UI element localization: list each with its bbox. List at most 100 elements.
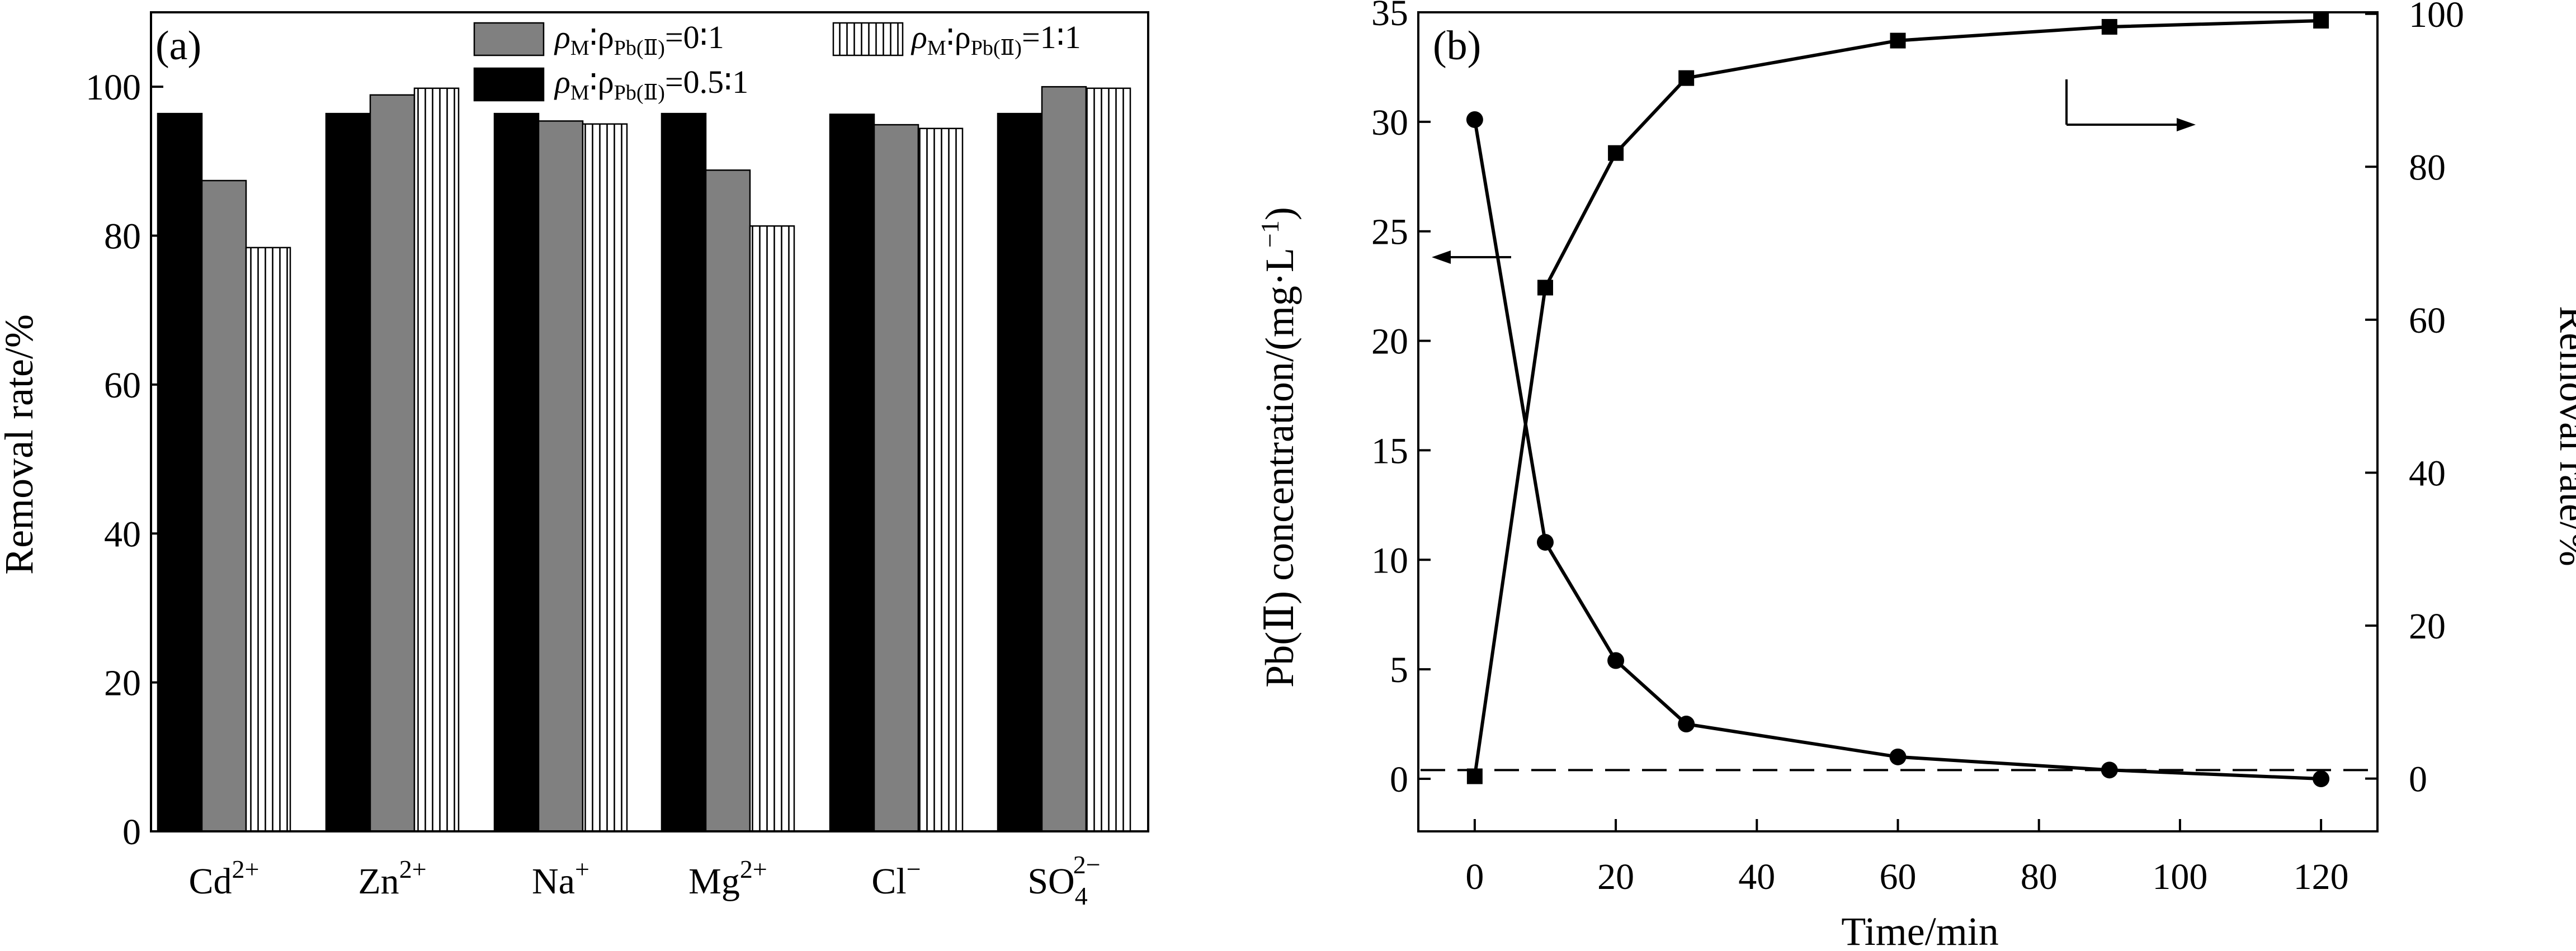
y-tick-label: 60 <box>104 365 141 406</box>
legend-value: =0∶1 <box>665 19 724 55</box>
data-point <box>1889 748 1907 765</box>
data-point <box>1466 768 1483 784</box>
y-right-tick-label: 80 <box>2409 147 2446 188</box>
panel-label: (a) <box>155 23 201 69</box>
y-right-tick-label: 0 <box>2409 759 2427 800</box>
y-right-tick-label: 40 <box>2409 453 2446 494</box>
y-left-tick-label: 5 <box>1390 650 1408 690</box>
x-tick-label: 0 <box>1465 857 1484 897</box>
category-sup: + <box>575 855 589 883</box>
y-tick-label: 40 <box>104 514 141 555</box>
category-sup: 2+ <box>399 855 427 883</box>
y-right-tick-label: 100 <box>2409 0 2464 35</box>
y-left-tick-label: 15 <box>1371 430 1408 471</box>
bar-group <box>157 86 1131 832</box>
y-axis-title: Removal rate/% <box>0 314 41 575</box>
series-line <box>1473 19 2322 777</box>
data-point <box>1536 533 1554 551</box>
right-axis-arrow-head <box>2177 118 2196 131</box>
legend-value: =1∶1 <box>1022 19 1081 55</box>
y-left-tick-label: 10 <box>1371 540 1408 581</box>
plot-frame <box>1417 11 2379 832</box>
legend-sub: M <box>927 36 946 60</box>
data-point <box>1678 70 1695 86</box>
axis-ticks: 0 20 40 60 80 100 120 0 5 10 15 20 25 30 35 0 20 40 60 80 10… <box>1371 0 2464 897</box>
legend-swatch <box>473 22 545 56</box>
x-tick-label: 120 <box>2294 857 2349 897</box>
bar <box>997 112 1043 832</box>
bar <box>917 127 964 832</box>
data-point <box>1890 32 1906 49</box>
bar <box>245 247 291 832</box>
x-tick-label: Cl− <box>871 855 921 902</box>
category-base: SO <box>1027 861 1074 902</box>
legend-ratio: ∶ρ <box>946 19 971 55</box>
x-tick-label: Zn2+ <box>358 855 426 902</box>
axes-frame <box>150 11 1149 832</box>
y-left-tick-label: 35 <box>1371 0 1408 34</box>
x-tick-label: 100 <box>2152 857 2207 897</box>
legend-swatch <box>473 67 545 102</box>
panel-b-line-chart: 0 20 40 60 80 100 120 0 5 10 15 20 25 30 35 0 20 40 60 80 10… <box>1256 0 2576 951</box>
bar <box>325 112 371 832</box>
bar <box>660 112 707 832</box>
axes-frame <box>1417 11 2379 832</box>
legend-label: ρM∶ρPb(Ⅱ)=0.5∶1 <box>554 64 748 105</box>
category-base: Na <box>532 861 575 902</box>
y-axis-ticks: 0 20 40 60 80 100 <box>86 67 163 853</box>
y-tick-label: 0 <box>122 812 141 853</box>
data-point <box>1466 111 1483 128</box>
bar <box>369 94 416 832</box>
category-base: Zn <box>358 861 399 902</box>
bar <box>829 113 875 832</box>
bar <box>1041 86 1087 832</box>
bar <box>705 169 751 832</box>
x-tick-label: Mg2+ <box>688 855 767 902</box>
category-sub: 4 <box>1075 882 1088 910</box>
legend-sub: Pb(Ⅱ) <box>614 81 665 105</box>
bar <box>493 112 540 832</box>
y-left-tick-label: 25 <box>1371 212 1408 253</box>
legend-value: =0.5∶1 <box>665 64 748 100</box>
legend-label: ρM∶ρPb(Ⅱ)=1∶1 <box>910 19 1081 60</box>
category-base: Cl <box>871 861 906 902</box>
series-line <box>1473 119 2322 780</box>
axis-arrows <box>1432 79 2196 264</box>
bar <box>1085 87 1131 832</box>
x-axis-labels: Cd2+ Zn2+ Na+ Mg2+ Cl− SO42− <box>189 850 1101 910</box>
y-right-tick-label: 20 <box>2409 606 2446 647</box>
legend-ratio: ∶ρ <box>589 64 614 100</box>
x-tick-label: Cd2+ <box>189 855 260 902</box>
legend-label: ρM∶ρPb(Ⅱ)=0∶1 <box>554 19 724 60</box>
x-tick-label: 20 <box>1597 857 1634 897</box>
plot-frame <box>150 11 1149 832</box>
legend-swatch <box>832 22 904 56</box>
data-point <box>1537 280 1553 296</box>
category-base: Cd <box>189 861 232 902</box>
bar <box>749 225 795 832</box>
legend-rho: ρ <box>554 19 570 55</box>
x-tick-label: 80 <box>2021 857 2058 897</box>
legend-rho: ρ <box>910 19 927 55</box>
y-left-tick-label: 30 <box>1371 102 1408 143</box>
bar <box>537 120 584 832</box>
bar <box>873 124 919 832</box>
y-tick-label: 20 <box>104 663 141 704</box>
y-left-label-end: ) <box>1257 207 1302 220</box>
legend-sub: Pb(Ⅱ) <box>614 36 665 60</box>
data-point <box>2313 770 2330 787</box>
category-sup: 2+ <box>740 855 767 883</box>
legend-rho: ρ <box>554 64 570 100</box>
legend-sub: M <box>570 36 589 60</box>
data-point <box>1608 145 1624 161</box>
category-sup: − <box>907 855 921 883</box>
left-axis-arrow-head <box>1432 250 1451 264</box>
y-tick-label: 100 <box>86 67 141 108</box>
data-point <box>1678 716 1695 733</box>
bar <box>157 112 203 832</box>
panel-label: (b) <box>1433 23 1481 69</box>
x-axis-title: Time/min <box>1841 909 1998 951</box>
legend: ρM∶ρPb(Ⅱ)=0.5∶1ρM∶ρPb(Ⅱ)=0∶1 ρM∶ρPb(Ⅱ)=1∶… <box>473 19 1081 105</box>
